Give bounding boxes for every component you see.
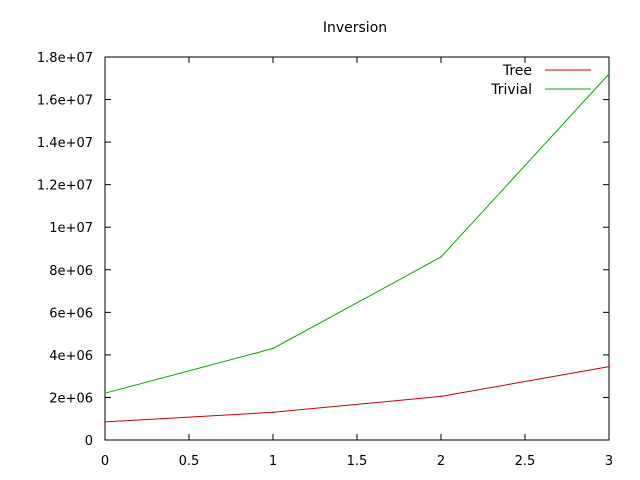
legend-label: Trivial [490, 82, 532, 98]
data-point-trivial [440, 256, 442, 258]
y-tick-label: 1.8e+07 [37, 51, 93, 66]
y-tick-label: 6e+06 [49, 306, 93, 321]
x-tick-label: 0 [101, 454, 109, 469]
x-tick-label: 2 [437, 454, 445, 469]
axes: 0 0.5 1 1.5 2 2.5 3 0 2e+06 4e+06 6e+06 8e+06 1e+07 1… [37, 51, 613, 469]
data-point-tree [440, 395, 442, 398]
series-line-trivial [104, 73, 610, 394]
y-tick-label: 1.4e+07 [37, 136, 93, 151]
chart-title: Inversion [323, 20, 387, 36]
series-lines [104, 73, 610, 423]
plot-frame [104, 56, 610, 441]
x-tick-label: 3 [605, 454, 613, 469]
legend-label: Tree [502, 63, 532, 79]
y-tick-label: 0 [85, 434, 93, 449]
y-tick-label: 1.6e+07 [37, 94, 93, 109]
data-point-tree [608, 365, 610, 368]
x-tick-label: 1.5 [347, 454, 368, 469]
data-point-tree [272, 411, 274, 414]
y-tick-label: 1e+07 [49, 221, 93, 236]
legend: Tree Trivial [490, 63, 591, 98]
y-tick-label: 2e+06 [49, 391, 93, 406]
y-tick-label: 1.2e+07 [37, 179, 93, 194]
series-line-tree [104, 366, 610, 423]
data-point-trivial [272, 347, 274, 350]
y-tick-label: 8e+06 [49, 264, 93, 279]
y-tick-label: 4e+06 [49, 349, 93, 364]
x-tick-label: 0.5 [179, 454, 200, 469]
data-point-trivial [608, 73, 610, 75]
x-tick-label: 1 [269, 454, 277, 469]
data-point-tree [104, 421, 106, 423]
x-tick-label: 2.5 [515, 454, 536, 469]
data-point-trivial [104, 392, 106, 394]
